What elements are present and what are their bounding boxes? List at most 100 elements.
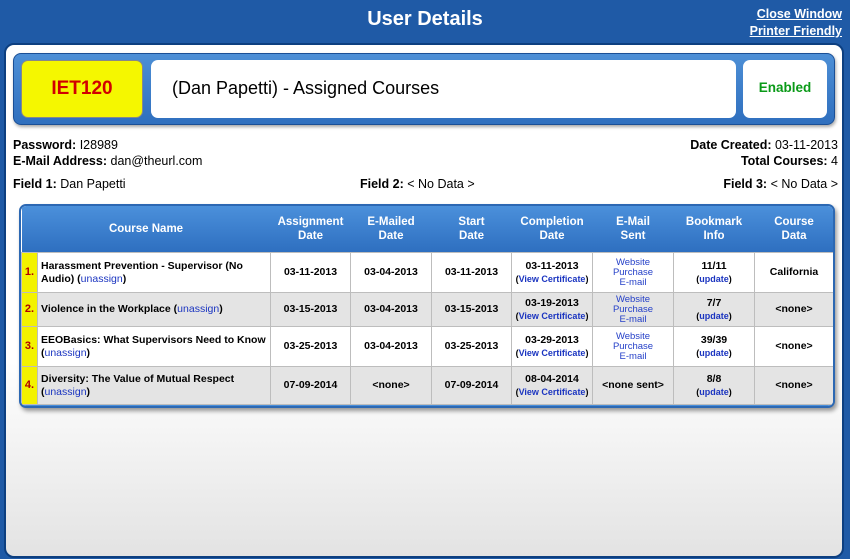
view-certificate-link[interactable]: View Certificate (518, 273, 586, 284)
unassign-link[interactable]: unassign (44, 346, 87, 359)
completion-date: 03-29-2013 (525, 333, 579, 346)
course-data: <none> (754, 292, 833, 327)
course-data: California (754, 252, 833, 293)
header-completion-date: Completion Date (511, 206, 593, 253)
bookmark-cell: 8/8 (update) (673, 366, 756, 405)
table-row: 1. Harassment Prevention - Supervisor (N… (21, 252, 833, 293)
table-row: 4. Diversity: The Value of Mutual Respec… (21, 366, 833, 405)
view-certificate-link[interactable]: View Certificate (518, 347, 586, 358)
update-link[interactable]: update (699, 347, 729, 358)
courses-table-wrapper: Course Name Assignment Date E-Mailed Date … (19, 204, 835, 408)
email-sent-line1[interactable]: Website Purchase (612, 256, 654, 278)
header-bookmark-info: Bookmark Info (673, 206, 755, 253)
header-email-sent: E-Mail Sent (592, 206, 674, 253)
course-name: EEOBasics: What Supervisors Need to Know (41, 333, 266, 346)
email-info: E-Mail Address: dan@theurl.com (13, 153, 202, 169)
page-title: User Details (367, 8, 483, 30)
password-info: Password: I28989 (13, 137, 118, 153)
row-number: 3. (21, 326, 38, 367)
email-sent-line2[interactable]: E-mail (619, 350, 647, 362)
start-date: 03-25-2013 (431, 326, 513, 367)
email-sent-cell[interactable]: Website Purchase E-mail (592, 326, 675, 367)
date-created-info: Date Created: 03-11-2013 (690, 137, 838, 153)
view-certificate-link[interactable]: View Certificate (518, 310, 586, 321)
user-code-badge: IET120 (21, 60, 143, 118)
password-label: Password: (13, 138, 77, 152)
table-header-row: Course Name Assignment Date E-Mailed Date … (21, 206, 833, 253)
completion-date: 03-19-2013 (525, 296, 579, 309)
update-link[interactable]: update (699, 273, 729, 284)
table-row: 3. EEOBasics: What Supervisors Need to K… (21, 326, 833, 367)
bookmark-cell: 39/39 (update) (673, 326, 756, 367)
total-courses-label: Total Courses: (740, 154, 828, 168)
email-sent-line1[interactable]: Website Purchase (612, 330, 654, 352)
emailed-date: 03-04-2013 (350, 292, 433, 327)
course-data: <none> (754, 326, 833, 367)
field3-info: Field 3: < No Data > (723, 176, 838, 192)
field1-info: Field 1: Dan Papetti (13, 176, 126, 192)
completion-date-cell: 03-19-2013 (View Certificate) (511, 292, 594, 327)
assignment-date: 03-25-2013 (270, 326, 352, 367)
completion-date-cell: 08-04-2014 (View Certificate) (511, 366, 594, 405)
completion-date: 08-04-2014 (525, 372, 579, 385)
email-label: E-Mail Address: (13, 154, 108, 168)
assignment-date: 03-15-2013 (270, 292, 352, 327)
course-name-cell: Diversity: The Value of Mutual Respect (… (36, 366, 272, 405)
table-row: 2. Violence in the Workplace (unassign) … (21, 292, 833, 327)
update-link[interactable]: update (699, 386, 729, 397)
start-date: 03-11-2013 (431, 252, 513, 293)
assigned-courses-title: (Dan Papetti) - Assigned Courses (151, 60, 736, 118)
email-sent-line2[interactable]: E-mail (619, 313, 647, 325)
emailed-date: 03-04-2013 (350, 252, 433, 293)
password-value: I28989 (79, 138, 118, 152)
unassign-link[interactable]: unassign (177, 303, 220, 315)
view-certificate-link[interactable]: View Certificate (518, 386, 586, 397)
course-name: Violence in the Workplace (41, 303, 171, 315)
field2-info: Field 2: < No Data > (360, 176, 475, 192)
row-number: 4. (21, 366, 38, 405)
top-links: Close Window Printer Friendly (750, 6, 842, 40)
header-emailed-date: E-Mailed Date (350, 206, 432, 253)
row-number: 2. (21, 292, 38, 327)
date-created-label: Date Created: (690, 138, 772, 152)
bookmark-value: 11/11 (701, 259, 727, 272)
printer-friendly-link[interactable]: Printer Friendly (749, 24, 842, 38)
email-sent-cell[interactable]: Website Purchase E-mail (592, 252, 675, 293)
row-number: 1. (21, 252, 38, 293)
course-name: Harassment Prevention - Supervisor (No A… (41, 259, 243, 285)
update-link[interactable]: update (699, 310, 729, 321)
courses-table: Course Name Assignment Date E-Mailed Date … (21, 206, 833, 405)
status-badge: Enabled (743, 60, 827, 118)
start-date: 03-15-2013 (431, 292, 513, 327)
user-details-panel: IET120 (Dan Papetti) - Assigned Courses … (4, 43, 844, 558)
table-footer-bar (21, 405, 833, 406)
completion-date-cell: 03-29-2013 (View Certificate) (511, 326, 594, 367)
email-sent-line2[interactable]: E-mail (619, 276, 647, 288)
header-course-name: Course Name (21, 206, 271, 253)
email-sent: <none sent> (592, 366, 675, 405)
bookmark-value: 39/39 (700, 333, 728, 346)
total-courses-value: 4 (831, 154, 838, 168)
emailed-date: 03-04-2013 (350, 326, 433, 367)
field1-label: Field 1: (13, 177, 57, 191)
email-sent-cell[interactable]: Website Purchase E-mail (592, 292, 675, 327)
field2-label: Field 2: (360, 177, 404, 191)
bookmark-value: 8/8 (706, 372, 722, 385)
bookmark-cell: 7/7 (update) (673, 292, 756, 327)
course-header: IET120 (Dan Papetti) - Assigned Courses … (13, 53, 835, 125)
header-start-date: Start Date (431, 206, 512, 253)
date-created-value: 03-11-2013 (774, 138, 838, 152)
unassign-link[interactable]: unassign (80, 272, 123, 285)
header-assignment-date: Assignment Date (270, 206, 351, 253)
close-window-link[interactable]: Close Window (756, 7, 842, 21)
bookmark-value: 7/7 (706, 296, 722, 309)
course-name: Diversity: The Value of Mutual Respect (41, 372, 235, 385)
course-data: <none> (754, 366, 833, 405)
field3-value: < No Data > (770, 177, 838, 191)
unassign-link[interactable]: unassign (44, 385, 87, 398)
completion-date-cell: 03-11-2013 (View Certificate) (511, 252, 594, 293)
assignment-date: 03-11-2013 (270, 252, 352, 293)
course-name-cell: Violence in the Workplace (unassign) (36, 292, 272, 327)
completion-date: 03-11-2013 (525, 259, 579, 272)
email-sent-line1[interactable]: Website Purchase (612, 293, 654, 315)
